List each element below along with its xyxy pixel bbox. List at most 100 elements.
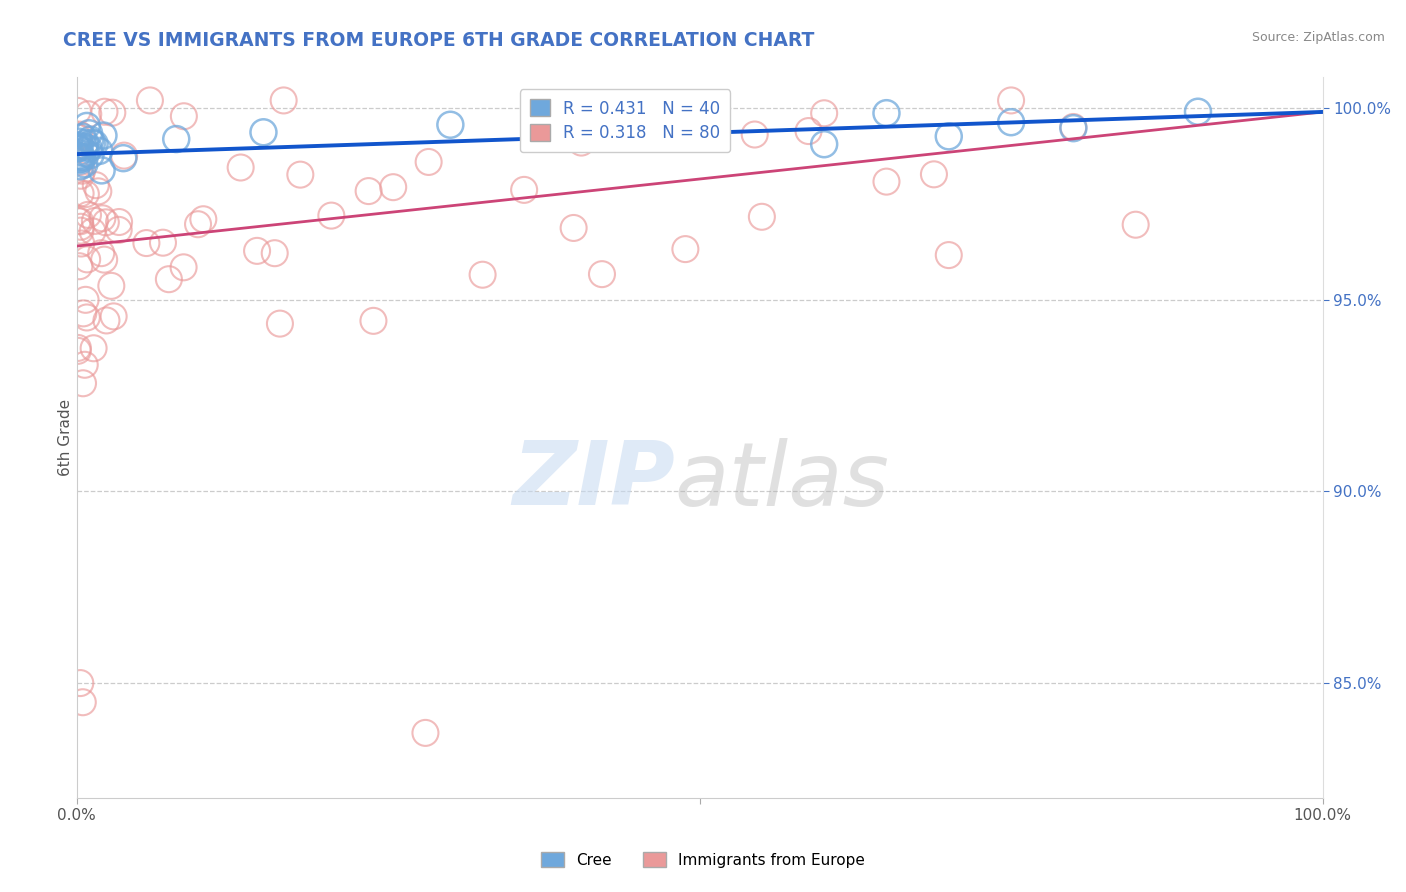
Point [165, 132, 187, 146]
Point [938, 248, 960, 262]
Point [72, 376, 94, 391]
Point [72, 130, 94, 145]
Point [569, 136, 592, 150]
Point [689, 126, 711, 140]
Point [797, 124, 820, 138]
Point [66, 148, 89, 162]
Point [75, 293, 97, 307]
Point [70, 151, 93, 165]
Point [1125, 218, 1147, 232]
Point [66, 141, 89, 155]
Point [72, 306, 94, 320]
Point [70, 236, 93, 251]
Point [1000, 94, 1022, 108]
Point [77, 208, 100, 222]
Text: ZIP: ZIP [512, 437, 675, 524]
Point [813, 137, 835, 152]
Point [173, 260, 195, 275]
Point [591, 267, 613, 281]
Point [471, 268, 494, 282]
Point [69, 149, 91, 163]
Point [80, 136, 103, 150]
Point [67, 259, 90, 273]
Point [87, 185, 110, 199]
Point [1000, 115, 1022, 129]
Point [73, 358, 96, 372]
Point [77, 107, 100, 121]
Point [69, 153, 91, 168]
Point [69, 159, 91, 173]
Text: atlas: atlas [675, 438, 890, 524]
Point [173, 109, 195, 123]
Point [152, 235, 174, 250]
Legend: R = 0.431   N = 40, R = 0.318   N = 80: R = 0.431 N = 40, R = 0.318 N = 80 [520, 89, 730, 153]
Point [66, 130, 89, 145]
Point [70, 163, 93, 178]
Point [1062, 120, 1084, 134]
Point [96, 313, 118, 327]
Point [75, 146, 97, 161]
Point [67, 145, 90, 160]
Point [66, 214, 89, 228]
Legend: Cree, Immigrants from Europe: Cree, Immigrants from Europe [536, 846, 870, 873]
Point [66, 141, 89, 155]
Point [76, 119, 98, 133]
Text: Source: ZipAtlas.com: Source: ZipAtlas.com [1251, 31, 1385, 45]
Point [751, 210, 773, 224]
Point [673, 242, 696, 256]
Point [82, 224, 104, 238]
Point [76, 252, 98, 267]
Point [66, 343, 89, 358]
Point [229, 161, 252, 175]
Point [875, 106, 897, 120]
Point [813, 106, 835, 120]
Point [439, 118, 461, 132]
Point [69, 155, 91, 169]
Point [269, 317, 291, 331]
Point [67, 135, 90, 149]
Point [69, 219, 91, 234]
Point [69, 676, 91, 690]
Point [1062, 121, 1084, 136]
Point [90, 246, 112, 260]
Point [73, 157, 96, 171]
Point [93, 128, 115, 143]
Point [101, 105, 124, 120]
Point [382, 180, 405, 194]
Point [66, 103, 89, 118]
Text: CREE VS IMMIGRANTS FROM EUROPE 6TH GRADE CORRELATION CHART: CREE VS IMMIGRANTS FROM EUROPE 6TH GRADE… [63, 31, 814, 50]
Point [193, 212, 215, 227]
Point [66, 341, 89, 355]
Point [90, 163, 112, 178]
Point [69, 169, 91, 183]
Point [75, 136, 97, 150]
Point [69, 152, 91, 166]
Point [91, 211, 114, 226]
Point [100, 278, 122, 293]
Point [84, 214, 107, 228]
Point [73, 140, 96, 154]
Point [69, 224, 91, 238]
Point [77, 126, 100, 140]
Point [79, 133, 101, 147]
Point [418, 155, 440, 169]
Point [69, 214, 91, 228]
Point [112, 148, 135, 162]
Point [415, 726, 437, 740]
Point [76, 310, 98, 325]
Point [321, 209, 343, 223]
Point [75, 187, 97, 202]
Point [744, 128, 766, 142]
Point [1187, 104, 1209, 119]
Point [66, 139, 89, 153]
Point [875, 175, 897, 189]
Point [107, 223, 129, 237]
Point [290, 168, 312, 182]
Point [83, 341, 105, 355]
Point [246, 244, 269, 258]
Point [84, 178, 107, 193]
Point [273, 94, 295, 108]
Point [69, 138, 91, 153]
Point [69, 186, 91, 201]
Point [108, 215, 131, 229]
